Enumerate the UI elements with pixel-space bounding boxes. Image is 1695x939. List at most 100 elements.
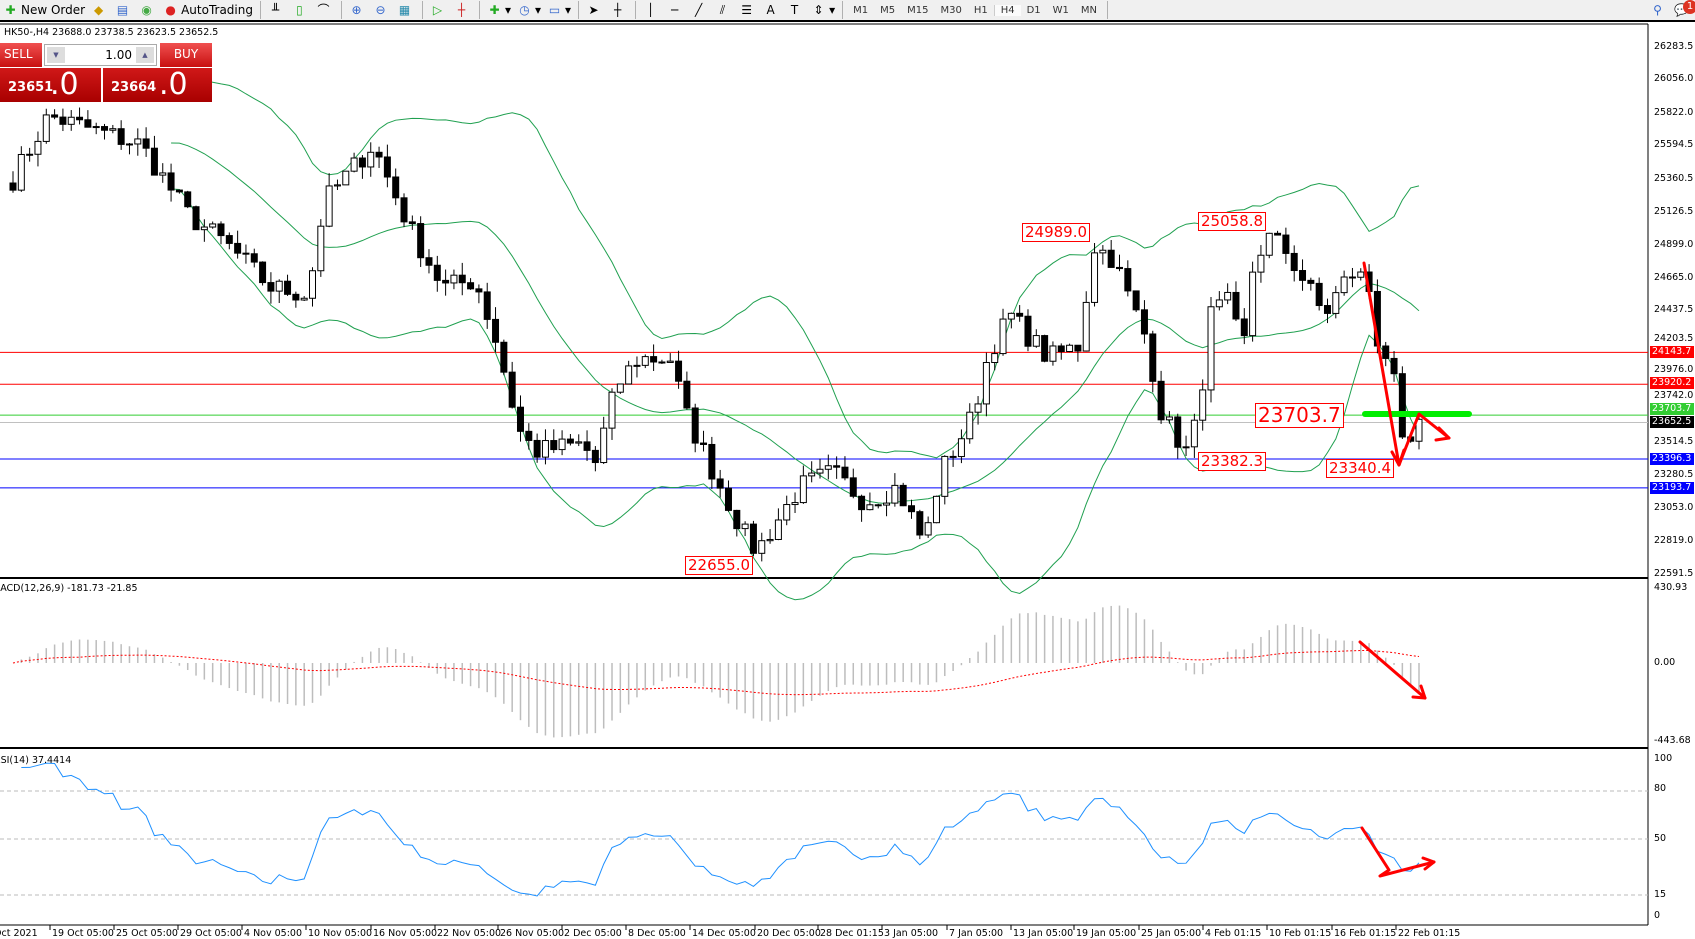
annotation-high-2[interactable]: 25058.8 xyxy=(1198,212,1267,231)
metaeditor-button[interactable]: ◆ xyxy=(88,0,112,20)
arrows-button[interactable]: ⇕ ▾ xyxy=(808,0,838,20)
timeframe-d1[interactable]: D1 xyxy=(1026,4,1041,16)
bar-chart-button[interactable]: ╨ xyxy=(265,0,289,20)
candle-body xyxy=(533,439,541,458)
chart-header: HK50-,H4 23688.0 23738.5 23623.5 23652.5 xyxy=(4,27,219,38)
text-button[interactable]: A xyxy=(760,0,784,20)
volume-down-button[interactable]: ▼ xyxy=(47,47,65,63)
market-watch-button[interactable]: ▤ xyxy=(112,0,136,20)
timeframe-mn[interactable]: MN xyxy=(1080,4,1098,16)
candle-body xyxy=(733,509,741,530)
messages-button[interactable]: 💬 1 xyxy=(1671,0,1695,20)
macd-axis-zero: 0.00 xyxy=(1654,657,1676,668)
candle-body xyxy=(92,126,100,129)
volume-up-button[interactable]: ▲ xyxy=(136,47,154,63)
candle-body xyxy=(849,477,857,497)
vertical-line-icon: │ xyxy=(646,2,655,17)
cursor-button[interactable]: ➤ xyxy=(583,0,607,20)
timeframe-m30[interactable]: M30 xyxy=(940,4,962,16)
candle-body xyxy=(566,438,574,444)
trendline-button[interactable]: ╱ xyxy=(688,0,712,20)
candle-body xyxy=(774,519,782,540)
candle-body xyxy=(758,540,766,554)
timeframe-h4[interactable]: H4 xyxy=(993,4,1021,16)
candle-body xyxy=(666,360,674,363)
zoom-in-button[interactable]: ⊕ xyxy=(346,0,370,20)
candle-body xyxy=(858,495,866,511)
templates-button[interactable]: ▭ ▾ xyxy=(548,2,572,18)
candle-body xyxy=(1398,373,1406,438)
rsi-axis-80: 80 xyxy=(1654,783,1667,794)
separator xyxy=(478,1,480,19)
tile-windows-button[interactable]: ▦ xyxy=(394,0,418,20)
search-button[interactable]: ⚲ xyxy=(1647,0,1671,20)
one-click-trading-panel: SELL ▼ 1.00 ▲ BUY 23651 .0 23664 .0 xyxy=(0,43,212,102)
timeframe-m1[interactable]: M1 xyxy=(853,4,869,16)
time-axis-label: 3 Jan 05:00 xyxy=(884,928,939,939)
time-axis-label: 19 Jan 05:00 xyxy=(1076,928,1137,939)
bollinger-bands xyxy=(171,80,1420,601)
price-axis-label: 25822.0 xyxy=(1654,106,1694,118)
price-axis-label: 24437.5 xyxy=(1654,304,1694,316)
volume-value[interactable]: 1.00 xyxy=(105,48,132,62)
candle-body xyxy=(1091,252,1099,303)
line-chart-icon: ⌒ xyxy=(317,2,330,17)
candle-body xyxy=(1066,344,1074,353)
periods-button[interactable]: ◷ ▾ xyxy=(514,0,544,20)
annotation-high-1[interactable]: 24989.0 xyxy=(1022,223,1091,242)
auto-scroll-button[interactable]: ▷ xyxy=(427,0,451,20)
crosshair-button[interactable]: ┼ xyxy=(607,0,631,20)
horizontal-line-button[interactable]: ─ xyxy=(664,0,688,20)
equidistant-channel-button[interactable]: ⫽ xyxy=(712,0,736,20)
candle-body xyxy=(492,318,500,343)
candle-body xyxy=(292,293,300,301)
timeframe-m5[interactable]: M5 xyxy=(880,4,896,16)
sell-price-button[interactable]: 23651 .0 xyxy=(0,68,101,102)
fibonacci-icon: ☰ xyxy=(741,2,752,17)
buy-button[interactable]: BUY xyxy=(160,43,212,67)
new-order-button[interactable]: ✚ New Order xyxy=(0,0,88,20)
candle-body xyxy=(1140,309,1148,335)
annotation-low-2[interactable]: 23340.4 xyxy=(1326,459,1395,478)
user-drawings[interactable] xyxy=(1358,261,1472,878)
autotrading-button[interactable]: ● AutoTrading xyxy=(160,0,256,20)
signals-button[interactable]: ◉ xyxy=(136,0,160,20)
rsi-axis-0: 0 xyxy=(1654,910,1661,921)
autotrading-icon: ● xyxy=(165,2,176,17)
candlestick-button[interactable]: ▯ xyxy=(289,0,313,20)
timeframe-m15[interactable]: M15 xyxy=(907,4,929,16)
candle-body xyxy=(891,484,899,504)
chart-shift-icon: ┼ xyxy=(457,2,466,17)
buy-price-button[interactable]: 23664 .0 xyxy=(103,68,212,102)
annotation-level[interactable]: 23703.7 xyxy=(1255,403,1344,428)
candle-body xyxy=(833,465,841,468)
volume-field[interactable]: ▼ 1.00 ▲ xyxy=(44,44,157,66)
indicators-button[interactable]: ✚ ▾ xyxy=(484,0,514,20)
timeframe-w1[interactable]: W1 xyxy=(1052,4,1069,16)
candle-body xyxy=(525,430,533,441)
annotation-low-3[interactable]: 22655.0 xyxy=(685,556,754,575)
rsi-label: RSI(14) 37.4414 xyxy=(0,755,72,766)
chart-shift-button[interactable]: ┼ xyxy=(451,0,475,20)
price-axis-label: 22819.0 xyxy=(1654,535,1694,547)
price-axis-label: 23053.0 xyxy=(1654,501,1694,513)
candle-body xyxy=(342,170,350,186)
text-label-button[interactable]: T xyxy=(784,0,808,20)
annotation-low-1[interactable]: 23382.3 xyxy=(1198,452,1267,471)
time-axis-label: 19 Oct 05:00 xyxy=(52,928,114,939)
sell-button[interactable]: SELL xyxy=(0,43,42,67)
fibonacci-button[interactable]: ☰ xyxy=(736,0,760,20)
sell-price-main: 23651 xyxy=(8,80,54,95)
search-icon: ⚲ xyxy=(1653,2,1662,17)
candle-body xyxy=(76,116,84,121)
zoom-out-button[interactable]: ⊖ xyxy=(370,0,394,20)
candle-body xyxy=(558,438,566,451)
candle-body xyxy=(1390,357,1398,375)
vertical-line-button[interactable]: │ xyxy=(640,0,664,20)
line-chart-button[interactable]: ⌒ xyxy=(313,0,337,20)
candle-body xyxy=(1332,292,1340,314)
candle-body xyxy=(159,172,167,176)
timeframe-h1[interactable]: H1 xyxy=(973,4,988,16)
candle-body xyxy=(1323,305,1331,314)
